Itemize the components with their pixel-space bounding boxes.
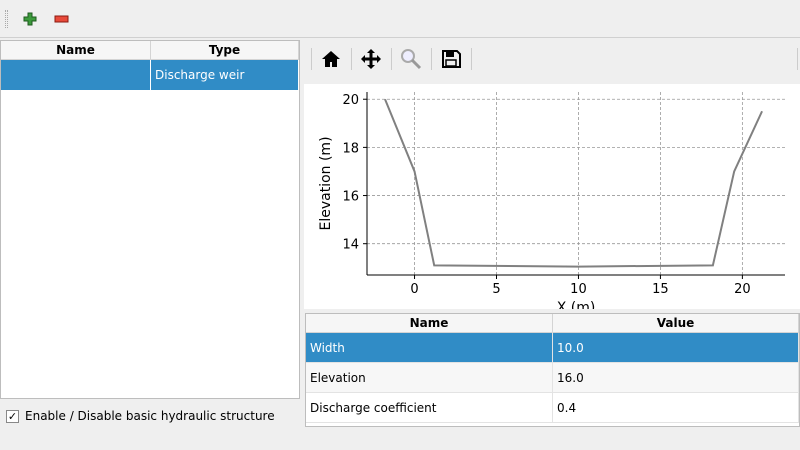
structures-table: Name Type Discharge weir <box>0 40 300 399</box>
checkbox-mark[interactable]: ✓ <box>6 409 19 423</box>
property-value[interactable]: 10.0 <box>553 333 799 362</box>
main-toolbar <box>0 0 800 38</box>
cell-type[interactable]: Discharge weir <box>151 60 299 90</box>
x-tick-label: 15 <box>652 282 669 297</box>
zoom-button[interactable] <box>398 46 424 72</box>
column-header-name[interactable]: Name <box>1 41 151 59</box>
plus-icon <box>23 12 37 26</box>
add-structure-button[interactable] <box>19 8 41 30</box>
plot-toolbar <box>305 40 800 82</box>
elevation-line <box>384 98 763 268</box>
property-row-width[interactable]: Width 10.0 <box>306 333 799 363</box>
properties-table: Name Value Width 10.0 Elevation 16.0 Dis… <box>305 313 800 427</box>
x-tick-label: 20 <box>734 282 751 297</box>
toolbar-grip[interactable] <box>5 10 8 28</box>
save-icon <box>442 50 461 68</box>
zoom-icon <box>401 49 422 70</box>
property-row-discharge-coefficient[interactable]: Discharge coefficient 0.4 <box>306 393 799 423</box>
property-name: Discharge coefficient <box>306 393 553 422</box>
minus-icon <box>54 15 69 23</box>
y-tick-label: 20 <box>342 93 359 108</box>
x-tick-label: 10 <box>570 282 587 297</box>
y-tick-label: 14 <box>342 238 359 253</box>
table-row[interactable]: Discharge weir <box>1 60 299 90</box>
column-header-type[interactable]: Type <box>151 41 299 59</box>
save-figure-button[interactable] <box>438 46 464 72</box>
column-header-name[interactable]: Name <box>306 314 553 332</box>
property-row-elevation[interactable]: Elevation 16.0 <box>306 363 799 393</box>
chart-svg: 0 5 10 15 20 14 16 18 20 Elevation (m) X (m) <box>318 92 785 309</box>
pan-icon <box>361 49 381 69</box>
y-tick-label: 18 <box>342 141 359 156</box>
cell-name[interactable] <box>1 60 151 90</box>
property-name: Elevation <box>306 363 553 392</box>
column-header-value[interactable]: Value <box>553 314 799 332</box>
x-axis-label: X (m) <box>557 300 596 309</box>
home-icon <box>322 51 340 67</box>
remove-structure-button[interactable] <box>51 8 73 30</box>
checkbox-label: Enable / Disable basic hydraulic structu… <box>25 409 275 423</box>
x-tick-label: 5 <box>492 282 500 297</box>
elevation-plot[interactable]: 0 5 10 15 20 14 16 18 20 Elevation (m) X (m) <box>304 84 800 309</box>
property-value[interactable]: 0.4 <box>553 393 799 422</box>
y-tick-label: 16 <box>342 190 359 205</box>
x-tick-label: 0 <box>410 282 418 297</box>
property-name: Width <box>306 333 553 362</box>
home-button[interactable] <box>318 46 344 72</box>
property-value[interactable]: 16.0 <box>553 363 799 392</box>
y-axis-label: Elevation (m) <box>318 136 334 230</box>
pan-button[interactable] <box>358 46 384 72</box>
enable-structure-checkbox[interactable]: ✓ Enable / Disable basic hydraulic struc… <box>6 409 275 423</box>
